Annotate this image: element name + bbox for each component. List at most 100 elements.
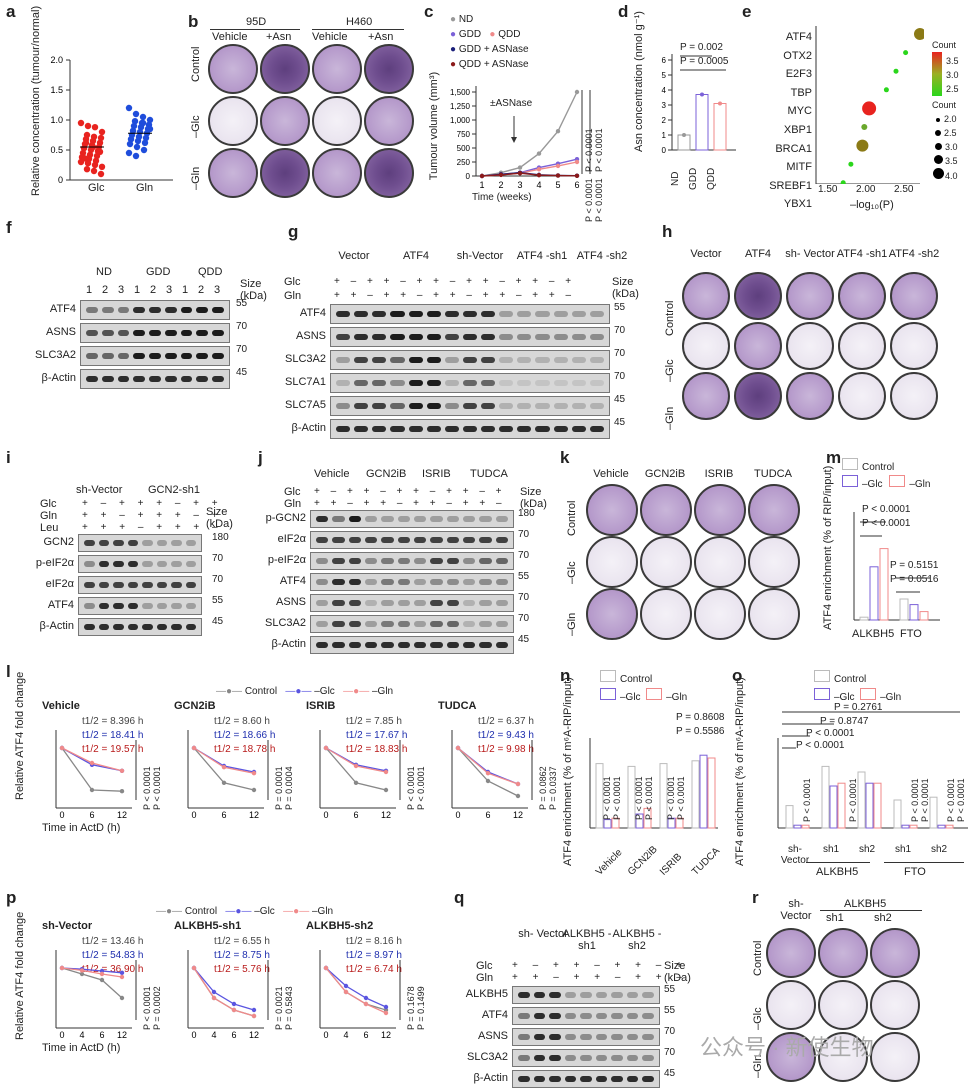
panel-e-gene: BRCA1 [775, 142, 812, 155]
blot-band [142, 624, 153, 630]
a-point-glc [77, 119, 85, 127]
blot-band [446, 516, 459, 522]
blot-band [332, 579, 345, 585]
a-point-glc [97, 134, 105, 142]
blot-strip [78, 618, 202, 636]
blot-band [580, 1055, 592, 1061]
blot-band [316, 516, 329, 522]
blot-band [499, 357, 514, 363]
panel-r-row-glc: –Glc [752, 1007, 764, 1030]
panel-e-chart [815, 26, 924, 184]
blot-band [164, 307, 177, 313]
blot-band [549, 1076, 561, 1082]
blot-band [479, 579, 492, 585]
lineplot-title: TUDCA [438, 700, 477, 712]
plate-well [838, 272, 886, 320]
blot-band [354, 311, 369, 317]
panel-n-ylabel: ATF4 enrichment (% of m⁶A-RIP/input) [562, 677, 574, 866]
blot-band [149, 330, 161, 336]
blot-band [127, 561, 138, 567]
c-ytick-label: 1,000 [450, 116, 471, 125]
blot-band [426, 380, 441, 386]
blot-band [408, 357, 423, 363]
lineplot-pval: P = 0.0004 [284, 766, 294, 810]
plate-well [870, 1032, 920, 1082]
plate-well [818, 928, 868, 978]
panel-label-n: n [560, 666, 571, 685]
blot-band [185, 582, 196, 588]
blot-band [212, 353, 224, 359]
blot-band [180, 376, 193, 382]
o-bar [829, 785, 838, 829]
panel-e-gene: SREBF1 [769, 179, 812, 192]
c-ytick-label: 500 [457, 144, 471, 153]
blot-band [365, 537, 378, 543]
panel-label-j: j [258, 448, 263, 467]
blot-band [348, 642, 361, 648]
blot-band [98, 540, 109, 546]
blot-band [171, 561, 182, 567]
blot-band [113, 624, 124, 630]
blot-band [381, 579, 394, 585]
lineplot-point [383, 1010, 389, 1016]
panel-e-size-scale: 2.5 [944, 128, 957, 138]
m-bar [879, 548, 889, 621]
halflife-control: t1/2 = 6.37 h [478, 716, 534, 727]
o-bar [793, 824, 802, 829]
blot-row-label: SLC3A2 [265, 617, 306, 629]
lineplot-pval: P = 0.0001 [274, 766, 284, 810]
plate-well [640, 536, 692, 588]
panel-b-col-3: Vehicle [312, 31, 348, 43]
a-point-gln [125, 149, 133, 157]
blot-band [444, 357, 459, 363]
panel-h-row-gln: –Gln [664, 406, 676, 430]
blot-band [372, 311, 387, 317]
blot-kda: 55 [212, 595, 224, 606]
lineplot-point [59, 745, 65, 751]
lineplot-xtick: 6 [99, 1030, 104, 1040]
panel-d-ylabel: Asn concentration (nmol g⁻¹) [633, 11, 645, 152]
blot-band [626, 1076, 639, 1082]
plate-well [838, 372, 886, 420]
panel-c-legend: ● ND ● GDD ● QDD ● GDD + ASNase ● QDD + … [450, 14, 529, 70]
c-series-point [479, 173, 485, 179]
lineplot-series [457, 747, 519, 785]
blot-band [381, 600, 394, 606]
panel-o-chart [777, 711, 968, 829]
blot-band [611, 1055, 623, 1061]
lineplot: 0 4 6 12 [55, 950, 137, 1040]
blot-band [98, 582, 109, 588]
plate-well [312, 148, 362, 198]
blot-kda: 70 [614, 325, 626, 336]
panel-c-pval-2: P < 0.0001 [594, 128, 604, 172]
lineplot-series [61, 967, 123, 999]
blot-band [444, 311, 459, 317]
lineplot-point [343, 989, 349, 995]
panel-f-lane-number: 2 [102, 284, 109, 296]
halflife-control: t1/2 = 8.16 h [346, 936, 402, 947]
panel-label-b: b [188, 12, 199, 31]
panel-e-size-title: Count [932, 100, 957, 110]
panel-m-pval-4: P = 0.0516 [890, 574, 939, 585]
panel-a-ylabel: Relative concentration (tumour/normal) [30, 5, 42, 196]
blot-row-label: β-Actin [39, 620, 74, 632]
panel-b-col-2: +Asn [266, 31, 292, 43]
blot-band [553, 357, 568, 363]
lineplot-title: Vehicle [42, 700, 80, 712]
plate-well [890, 322, 938, 370]
blot-band [462, 403, 478, 409]
blot-band [479, 600, 492, 606]
blot-band [426, 357, 441, 363]
d-bar-point [682, 133, 686, 137]
a-ytick-label: 0.5 [50, 145, 63, 155]
blot-band [462, 311, 478, 317]
blot-band [580, 1034, 592, 1040]
blot-band [390, 380, 405, 386]
blot-band [414, 600, 427, 606]
panel-q-cond-gln: Gln [476, 972, 494, 984]
a-point-gln [132, 152, 140, 160]
blot-band [372, 380, 387, 386]
panel-a-xlabel-glc: Glc [88, 182, 105, 194]
blot-band [535, 334, 550, 340]
n-bar [635, 813, 644, 829]
